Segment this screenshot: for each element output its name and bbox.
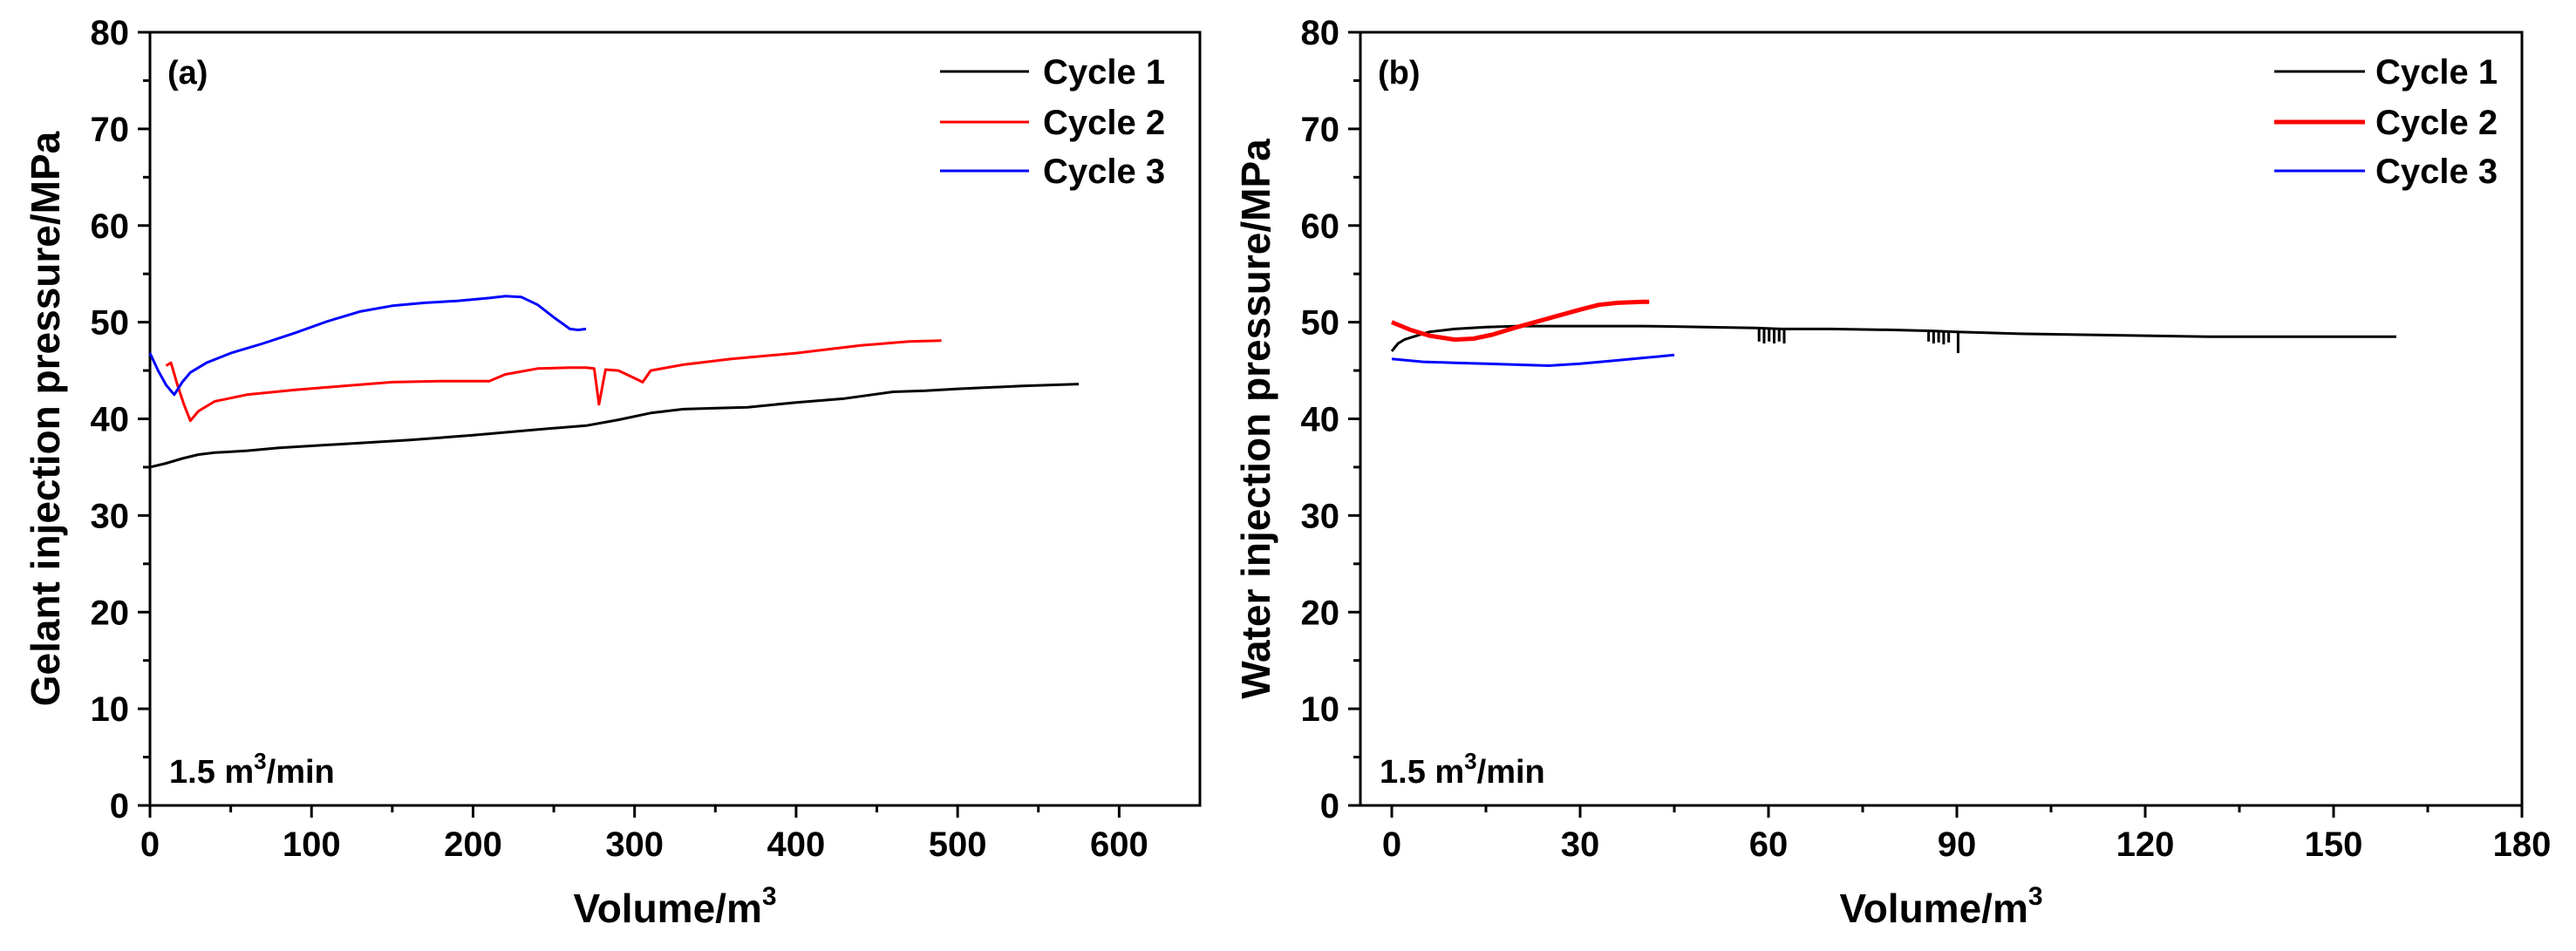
y-tick-label: 60 xyxy=(91,207,130,246)
x-tick-label: 200 xyxy=(444,825,502,864)
flow-rate-annotation: 1.5 m3/min xyxy=(1380,748,1545,791)
y-tick-label: 10 xyxy=(1301,690,1340,729)
chart-panel-b: 0 30 60 90 120 150 180 0 10 20 30 40 50 60 70 80 Volume/… xyxy=(1233,14,2551,931)
y-tick-label: 0 xyxy=(1320,787,1339,825)
flow-rate-sup: 3 xyxy=(1464,748,1476,774)
y-tick-label: 80 xyxy=(91,14,130,52)
flow-rate-value: 1.5 m xyxy=(169,754,254,791)
y-tick-label: 70 xyxy=(91,111,130,149)
y-tick-label: 80 xyxy=(1301,14,1340,52)
x-tick-label: 500 xyxy=(929,825,987,864)
series-line-cycle-3 xyxy=(1391,353,1675,367)
x-tick-label: 400 xyxy=(767,825,826,864)
flow-rate-unit: /min xyxy=(267,754,335,791)
y-axis-title: Gelant injection pressure/MPa xyxy=(23,131,68,706)
flow-rate-unit: /min xyxy=(1477,754,1545,791)
legend-label: Cycle 2 xyxy=(2375,104,2498,142)
chart-panel-a: 0 100 200 300 400 500 600 0 10 20 30 40 50 60 70 80 Volu… xyxy=(23,14,1202,931)
series-line-cycle-1 xyxy=(149,383,1080,469)
y-tick-label: 0 xyxy=(110,787,129,825)
x-axis-title: Volume/m3 xyxy=(573,882,776,931)
x-tick-label: 150 xyxy=(2305,825,2363,864)
x-tick-label: 90 xyxy=(1938,825,1977,864)
series-line-cycle-3 xyxy=(148,295,587,397)
y-tick-label: 30 xyxy=(1301,497,1340,535)
x-tick-label: 30 xyxy=(1561,825,1600,864)
y-axis-title: Water injection pressure/MPa xyxy=(1233,139,1278,699)
y-tick-label: 30 xyxy=(91,497,130,535)
x-tick-label: 300 xyxy=(605,825,664,864)
series-line-cycle-1 xyxy=(1390,324,2396,352)
y-tick-label: 50 xyxy=(91,304,130,343)
x-tick-label: 180 xyxy=(2493,825,2552,864)
legend-label: Cycle 1 xyxy=(2375,53,2498,92)
y-tick-label: 40 xyxy=(91,401,130,439)
series-line-cycle-2 xyxy=(1391,299,1650,343)
flow-rate-annotation: 1.5 m3/min xyxy=(169,748,335,791)
y-tick-label: 10 xyxy=(91,690,130,729)
x-axis-title-sup: 3 xyxy=(762,882,777,911)
legend-label: Cycle 1 xyxy=(1043,53,1165,92)
y-tick-label: 40 xyxy=(1301,401,1340,439)
series-line-cycle-2 xyxy=(165,339,942,423)
x-tick-label: 60 xyxy=(1749,825,1789,864)
x-axis-title-text: Volume/m xyxy=(573,886,761,931)
flow-rate-value: 1.5 m xyxy=(1380,754,1464,791)
x-axis-title-sup: 3 xyxy=(2028,882,2043,911)
x-tick-label: 0 xyxy=(140,825,160,864)
panel-label: (b) xyxy=(1378,55,1421,92)
y-tick-label: 20 xyxy=(91,594,130,632)
x-tick-label: 120 xyxy=(2116,825,2175,864)
legend-label: Cycle 2 xyxy=(1043,104,1165,142)
x-tick-label: 600 xyxy=(1090,825,1148,864)
y-tick-label: 20 xyxy=(1301,594,1340,632)
x-axis-title: Volume/m3 xyxy=(1839,882,2042,931)
y-tick-label: 70 xyxy=(1301,111,1340,149)
y-tick-label: 50 xyxy=(1301,304,1340,343)
legend-label: Cycle 3 xyxy=(1043,153,1165,191)
x-axis-title-text: Volume/m xyxy=(1839,886,2027,931)
legend-label: Cycle 3 xyxy=(2375,153,2498,191)
panel-label: (a) xyxy=(167,55,208,92)
y-tick-label: 60 xyxy=(1301,207,1340,246)
x-tick-label: 100 xyxy=(283,825,341,864)
flow-rate-sup: 3 xyxy=(254,748,266,774)
x-tick-label: 0 xyxy=(1382,825,1401,864)
